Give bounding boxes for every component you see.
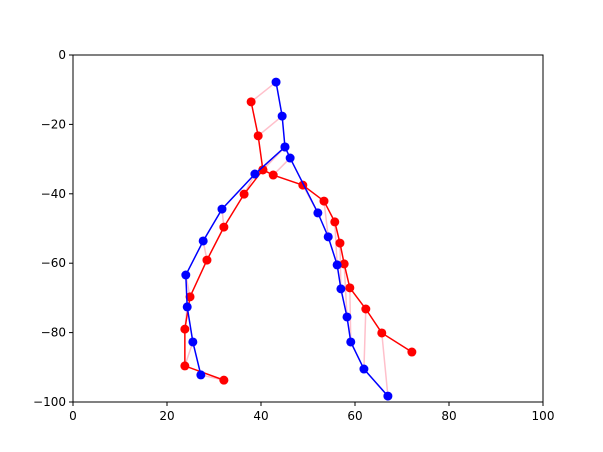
point [180, 324, 190, 334]
point [250, 169, 260, 179]
point [313, 208, 323, 218]
point [319, 196, 329, 206]
y-tick-label: −100 [33, 395, 66, 409]
point [188, 337, 198, 347]
connector [257, 115, 283, 137]
y-tick-label: −20 [41, 117, 66, 131]
point [258, 165, 268, 175]
y-tick-label: 0 [58, 48, 66, 62]
connector [250, 81, 277, 103]
point [196, 370, 206, 380]
point [219, 222, 229, 232]
point [239, 189, 249, 199]
plot-frame [72, 54, 544, 403]
point [180, 361, 190, 371]
point [383, 391, 393, 401]
series-line [184, 101, 413, 381]
point [342, 312, 352, 322]
y-tick-label: −40 [41, 187, 66, 201]
connector [323, 200, 329, 237]
point [219, 375, 229, 385]
point [361, 304, 371, 314]
x-tick-label: 100 [532, 409, 555, 423]
point [323, 232, 333, 242]
point [277, 111, 287, 121]
point [346, 337, 356, 347]
series-line [185, 81, 389, 397]
point [202, 255, 212, 265]
point [271, 77, 281, 87]
x-tick-label: 80 [441, 409, 456, 423]
y-tick-label: −60 [41, 256, 66, 270]
point [330, 217, 340, 227]
point [332, 260, 342, 270]
point [268, 170, 278, 180]
point [335, 238, 345, 248]
point [246, 97, 256, 107]
point [280, 142, 290, 152]
point [359, 364, 369, 374]
x-tick-label: 40 [253, 409, 268, 423]
connector [363, 308, 367, 370]
point [217, 204, 227, 214]
point [185, 292, 195, 302]
point [336, 284, 346, 294]
point [377, 328, 387, 338]
point [407, 347, 417, 357]
point [253, 131, 263, 141]
x-tick-label: 0 [69, 409, 77, 423]
connector [343, 263, 348, 318]
connector [381, 332, 389, 397]
point [285, 153, 295, 163]
point [181, 270, 191, 280]
point [345, 283, 355, 293]
x-tick-label: 60 [347, 409, 362, 423]
x-tick-label: 20 [159, 409, 174, 423]
point [182, 302, 192, 312]
point [198, 236, 208, 246]
point [339, 259, 349, 269]
y-tick-label: −80 [41, 326, 66, 340]
